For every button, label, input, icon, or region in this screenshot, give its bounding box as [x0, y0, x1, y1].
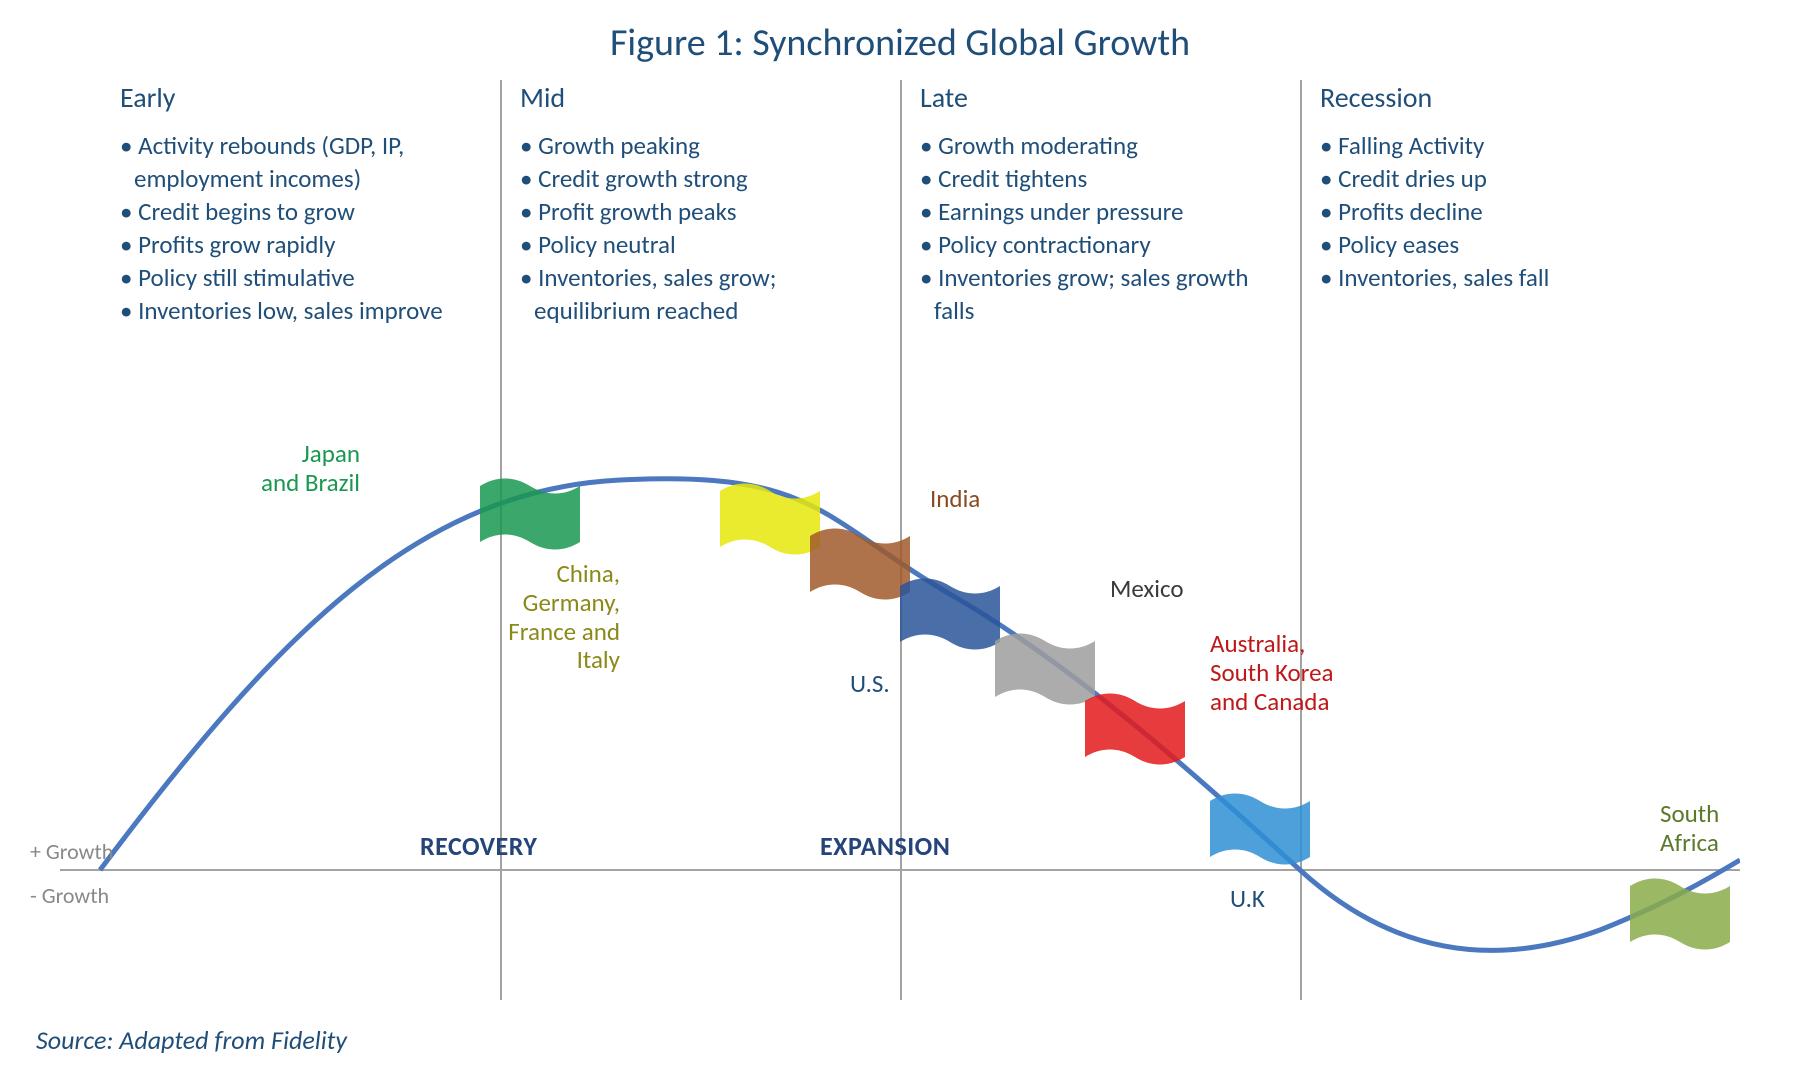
phase-bullet: Growth moderating — [920, 129, 1282, 162]
source-citation: Source: Adapted from Fidelity — [36, 1024, 347, 1056]
phase-late: Late Growth moderatingCredit tightensEar… — [900, 80, 1300, 327]
phase-bullet: Policy neutral — [520, 228, 882, 261]
phase-bullet: Inventories, sales grow; equilibrium rea… — [520, 261, 882, 327]
phase-bullet: Earnings under pressure — [920, 195, 1282, 228]
business-cycle-chart: + Growth - Growth RECOVERY EXPANSION Jap… — [60, 370, 1740, 1000]
flag-label-australia-sk-canada: Australia,South Koreaand Canada — [1210, 630, 1334, 716]
phase-bullets: Activity rebounds (GDP, IP, employment i… — [120, 129, 482, 327]
phase-bullet: Falling Activity — [1320, 129, 1682, 162]
flag-label-japan-brazil: Japanand Brazil — [261, 440, 360, 498]
phase-recession: Recession Falling ActivityCredit dries u… — [1300, 80, 1700, 327]
phase-bullet: Activity rebounds (GDP, IP, employment i… — [120, 129, 482, 195]
phase-bullets: Growth moderatingCredit tightensEarnings… — [920, 129, 1282, 327]
phase-columns: Early Activity rebounds (GDP, IP, employ… — [100, 80, 1700, 327]
flags-group — [480, 479, 1730, 950]
zone-expansion: EXPANSION — [820, 830, 950, 862]
flag-label-us: U.S. — [850, 670, 890, 699]
phase-bullet: Credit begins to grow — [120, 195, 482, 228]
phase-title: Recession — [1320, 80, 1682, 115]
phase-bullet: Inventories, sales fall — [1320, 261, 1682, 294]
phase-bullet: Credit tightens — [920, 162, 1282, 195]
flag-china-germany-france-italy — [720, 484, 820, 555]
phase-bullets: Growth peakingCredit growth strongProfit… — [520, 129, 882, 327]
phase-mid: Mid Growth peakingCredit growth strongPr… — [500, 80, 900, 327]
flag-south-africa — [1630, 879, 1730, 950]
phase-bullet: Profits grow rapidly — [120, 228, 482, 261]
flag-australia-sk-canada — [1085, 694, 1185, 765]
phase-bullet: Policy contractionary — [920, 228, 1282, 261]
phase-bullet: Credit growth strong — [520, 162, 882, 195]
phase-bullet: Inventories grow; sales growth falls — [920, 261, 1282, 327]
flag-label-south-africa: SouthAfrica — [1660, 800, 1719, 858]
flag-label-india: India — [930, 485, 980, 514]
figure-title: Figure 1: Synchronized Global Growth — [0, 0, 1800, 66]
phase-early: Early Activity rebounds (GDP, IP, employ… — [100, 80, 500, 327]
flag-mexico — [995, 634, 1095, 705]
flag-label-uk: U.K — [1230, 885, 1265, 914]
phase-title: Early — [120, 80, 482, 115]
axis-minus-label: - Growth — [30, 882, 109, 909]
flag-uk — [1210, 794, 1310, 865]
phase-bullet: Profits decline — [1320, 195, 1682, 228]
flag-japan-brazil — [480, 479, 580, 550]
phase-title: Late — [920, 80, 1282, 115]
phase-bullet: Credit dries up — [1320, 162, 1682, 195]
flag-label-china-germany-france-italy: China,Germany,France andItaly — [508, 560, 620, 675]
flag-us — [900, 579, 1000, 650]
phase-bullet: Profit growth peaks — [520, 195, 882, 228]
phase-bullet: Inventories low, sales improve — [120, 294, 482, 327]
phase-bullets: Falling ActivityCredit dries upProfits d… — [1320, 129, 1682, 294]
growth-curve — [100, 479, 1740, 951]
phase-bullet: Growth peaking — [520, 129, 882, 162]
phase-title: Mid — [520, 80, 882, 115]
axis-plus-label: + Growth — [30, 838, 113, 865]
flag-label-mexico: Mexico — [1110, 575, 1184, 604]
phase-bullet: Policy still stimulative — [120, 261, 482, 294]
flag-india — [810, 529, 910, 600]
zone-recovery: RECOVERY — [420, 830, 537, 862]
phase-bullet: Policy eases — [1320, 228, 1682, 261]
